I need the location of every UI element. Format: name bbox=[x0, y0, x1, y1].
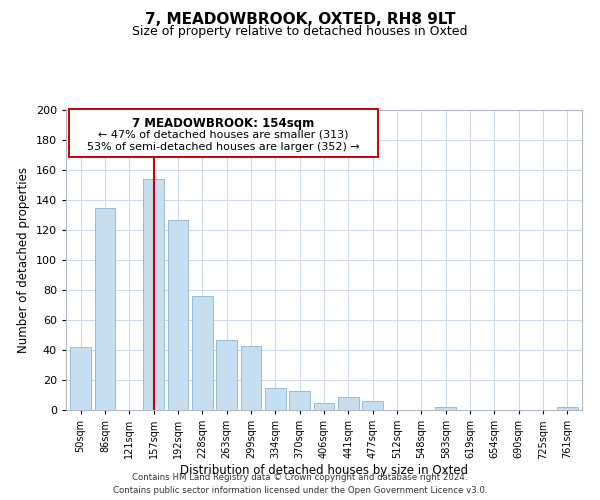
Bar bbox=[557, 407, 578, 410]
Text: Size of property relative to detached houses in Oxted: Size of property relative to detached ho… bbox=[132, 25, 468, 38]
Bar bbox=[338, 396, 359, 410]
Bar bbox=[95, 208, 115, 410]
FancyBboxPatch shape bbox=[68, 108, 378, 156]
Bar bbox=[314, 402, 334, 410]
Y-axis label: Number of detached properties: Number of detached properties bbox=[17, 167, 30, 353]
Text: Contains HM Land Registry data © Crown copyright and database right 2024.: Contains HM Land Registry data © Crown c… bbox=[132, 474, 468, 482]
Bar bbox=[143, 179, 164, 410]
Bar bbox=[70, 347, 91, 410]
X-axis label: Distribution of detached houses by size in Oxted: Distribution of detached houses by size … bbox=[180, 464, 468, 477]
Bar bbox=[216, 340, 237, 410]
Bar bbox=[192, 296, 212, 410]
Text: 53% of semi-detached houses are larger (352) →: 53% of semi-detached houses are larger (… bbox=[87, 142, 360, 152]
Bar bbox=[241, 346, 262, 410]
Text: Contains public sector information licensed under the Open Government Licence v3: Contains public sector information licen… bbox=[113, 486, 487, 495]
Bar bbox=[362, 401, 383, 410]
Text: 7, MEADOWBROOK, OXTED, RH8 9LT: 7, MEADOWBROOK, OXTED, RH8 9LT bbox=[145, 12, 455, 28]
Bar bbox=[265, 388, 286, 410]
Bar bbox=[289, 390, 310, 410]
Bar bbox=[167, 220, 188, 410]
Text: 7 MEADOWBROOK: 154sqm: 7 MEADOWBROOK: 154sqm bbox=[132, 118, 314, 130]
Text: ← 47% of detached houses are smaller (313): ← 47% of detached houses are smaller (31… bbox=[98, 130, 349, 140]
Bar bbox=[436, 407, 456, 410]
